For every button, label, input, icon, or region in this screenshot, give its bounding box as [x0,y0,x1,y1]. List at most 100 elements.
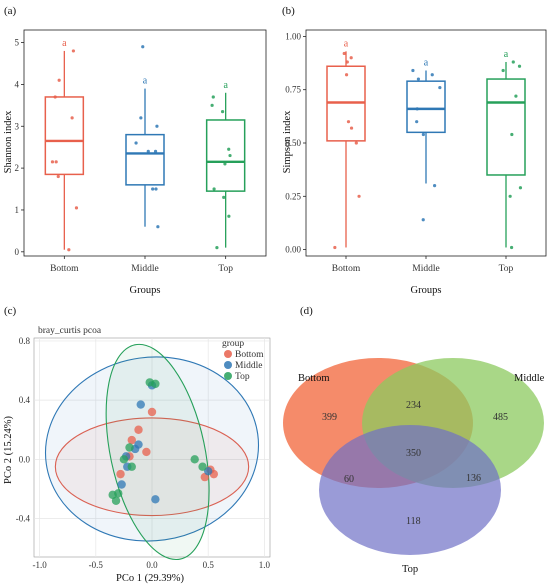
data-point [342,51,346,56]
y-tick-label: -0.4 [16,514,31,524]
legend-label-top: Top [235,372,250,382]
y-tick-label: 4 [15,79,20,89]
panel-a: (a) Shannon index 0 1 2 3 4 5 a a a Bottom Middl… [3,5,267,296]
data-point [146,149,150,153]
data-point [141,45,145,49]
y-tick-label: 5 [15,38,20,48]
data-point [345,60,349,64]
data-point [67,248,71,252]
data-point [228,153,232,158]
significance-letter: a [424,58,429,69]
data-point [50,160,55,164]
data-point [227,214,231,218]
ellipse-bottom [54,417,250,517]
data-point [151,187,155,191]
y-tick-label: 0.0 [19,454,31,464]
data-point [74,206,79,210]
venn-label-top: Top [402,564,418,575]
data-point [433,184,437,188]
box-bottom: a [326,38,366,250]
data-point [139,116,143,120]
panel-a-yticks: 0 1 2 3 4 5 [15,38,24,257]
point-bottom [134,425,143,434]
data-point [57,78,61,82]
panel-a-xlabel: Groups [130,285,161,296]
data-point [357,194,361,198]
significance-letter: a [143,76,148,87]
panel-c-yticks: -0.4 0.0 0.4 0.8 [16,336,31,524]
y-tick-label: 1 [15,205,20,215]
data-point [518,186,523,190]
data-point [227,147,231,151]
data-point [215,246,219,250]
data-point [508,194,512,198]
panel-c: (c) bray_curtis pcoa -0.40.00.40.8 -1.0-… [3,305,271,584]
panel-d: (d) Bottom Middle Top 399 485 118 234 60… [283,305,545,575]
ellipse-top [105,343,210,561]
panel-c-title: bray_curtis pcoa [38,326,102,336]
data-point [54,160,58,164]
point-bottom [142,447,151,457]
y-tick-label: 1.00 [285,31,301,41]
data-point [509,245,514,250]
y-tick-label: 0.25 [285,191,301,201]
data-point [154,187,158,191]
data-point [71,49,76,53]
x-tick-label: Top [218,264,233,274]
data-point [349,126,354,130]
x-tick-label: -1.0 [32,560,47,570]
x-tick-label: Top [499,264,514,274]
point-middle [203,466,213,476]
legend-label-middle: Middle [235,361,262,371]
data-point [438,85,442,90]
x-tick-label: Middle [131,264,158,274]
box-iqr [125,133,165,186]
box-iqr [486,78,526,176]
point-top [127,462,136,471]
panel-b-yticks: 0.00 0.25 0.50 0.75 1.00 [285,31,306,255]
x-tick-label: Bottom [332,264,361,274]
data-point [517,64,522,68]
data-point [511,60,515,64]
y-tick-label: 0.8 [19,336,31,346]
significance-letter: a [504,49,509,60]
point-top [125,443,134,452]
point-bottom [116,469,125,479]
panel-b-label: (b) [282,5,295,17]
legend-title: group [222,339,244,349]
data-point [333,245,337,250]
panel-c-gridlines [34,338,270,557]
data-point [416,77,421,81]
data-point [155,124,159,128]
venn-label-bottom: Bottom [298,373,330,384]
data-point [153,149,158,153]
panel-b-xticks: Bottom Middle Top [332,256,514,274]
data-point [430,73,434,77]
box-iqr [406,80,446,134]
y-tick-label: 0.4 [19,395,31,405]
box-bottom: a [44,38,85,252]
data-point [53,95,57,99]
panel-c-ellipses [44,343,260,561]
venn-region-top-only: 118 [406,516,421,527]
venn-region-middle-top: 136 [466,473,481,484]
data-point [415,120,419,124]
data-point [134,141,138,145]
venn-region-all: 350 [406,448,421,459]
x-tick-label: 0.0 [146,560,158,570]
panel-a-label: (a) [4,5,17,17]
panel-c-xlabel: PCo 1 (29.39%) [116,573,184,584]
data-point [349,56,353,60]
data-point [223,162,227,166]
x-tick-label: Middle [412,264,439,274]
data-point [421,132,425,137]
point-top [119,455,129,464]
box-iqr [44,96,85,176]
significance-letter: a [223,80,228,91]
box-top: a [205,80,246,250]
venn-circle-top [319,425,501,555]
legend-label-bottom: Bottom [235,350,264,360]
panel-c-xticks: -1.0 -0.5 0.0 0.5 1.0 [32,560,270,570]
